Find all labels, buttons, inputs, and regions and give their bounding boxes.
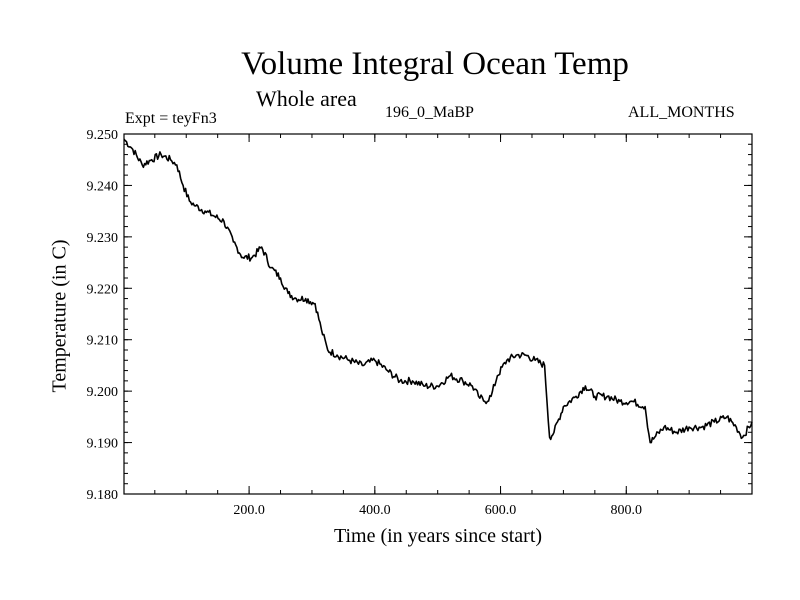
x-tick-label: 800.0 (611, 503, 643, 518)
y-tick-label: 9.240 (87, 179, 119, 194)
x-tick-label: 400.0 (359, 503, 391, 518)
y-tick-label: 9.190 (87, 437, 119, 452)
y-tick-label: 9.220 (87, 282, 119, 297)
period-label: 196_0_MaBP (385, 104, 474, 121)
chart-subtitle: Whole area (256, 86, 357, 111)
months-label: ALL_MONTHS (628, 104, 735, 121)
y-tick-label: 9.180 (87, 488, 119, 503)
x-tick-label: 200.0 (233, 503, 265, 518)
chart-title: Volume Integral Ocean Temp (241, 46, 629, 82)
axis-ticks: 9.180 9.190 9.200 9.210 9.220 9.230 9.240 9.250… (87, 128, 752, 518)
plot-frame (123, 133, 753, 495)
y-tick-label: 9.230 (87, 231, 119, 246)
series-line (123, 138, 753, 444)
x-tick-label: 600.0 (485, 503, 517, 518)
y-tick-label: 9.210 (87, 334, 119, 349)
x-axis-label: Time (in years since start) (333, 525, 543, 547)
experiment-label: Expt = teyFn3 (125, 110, 217, 127)
y-tick-label: 9.250 (87, 128, 119, 143)
y-tick-label: 9.200 (87, 385, 119, 400)
